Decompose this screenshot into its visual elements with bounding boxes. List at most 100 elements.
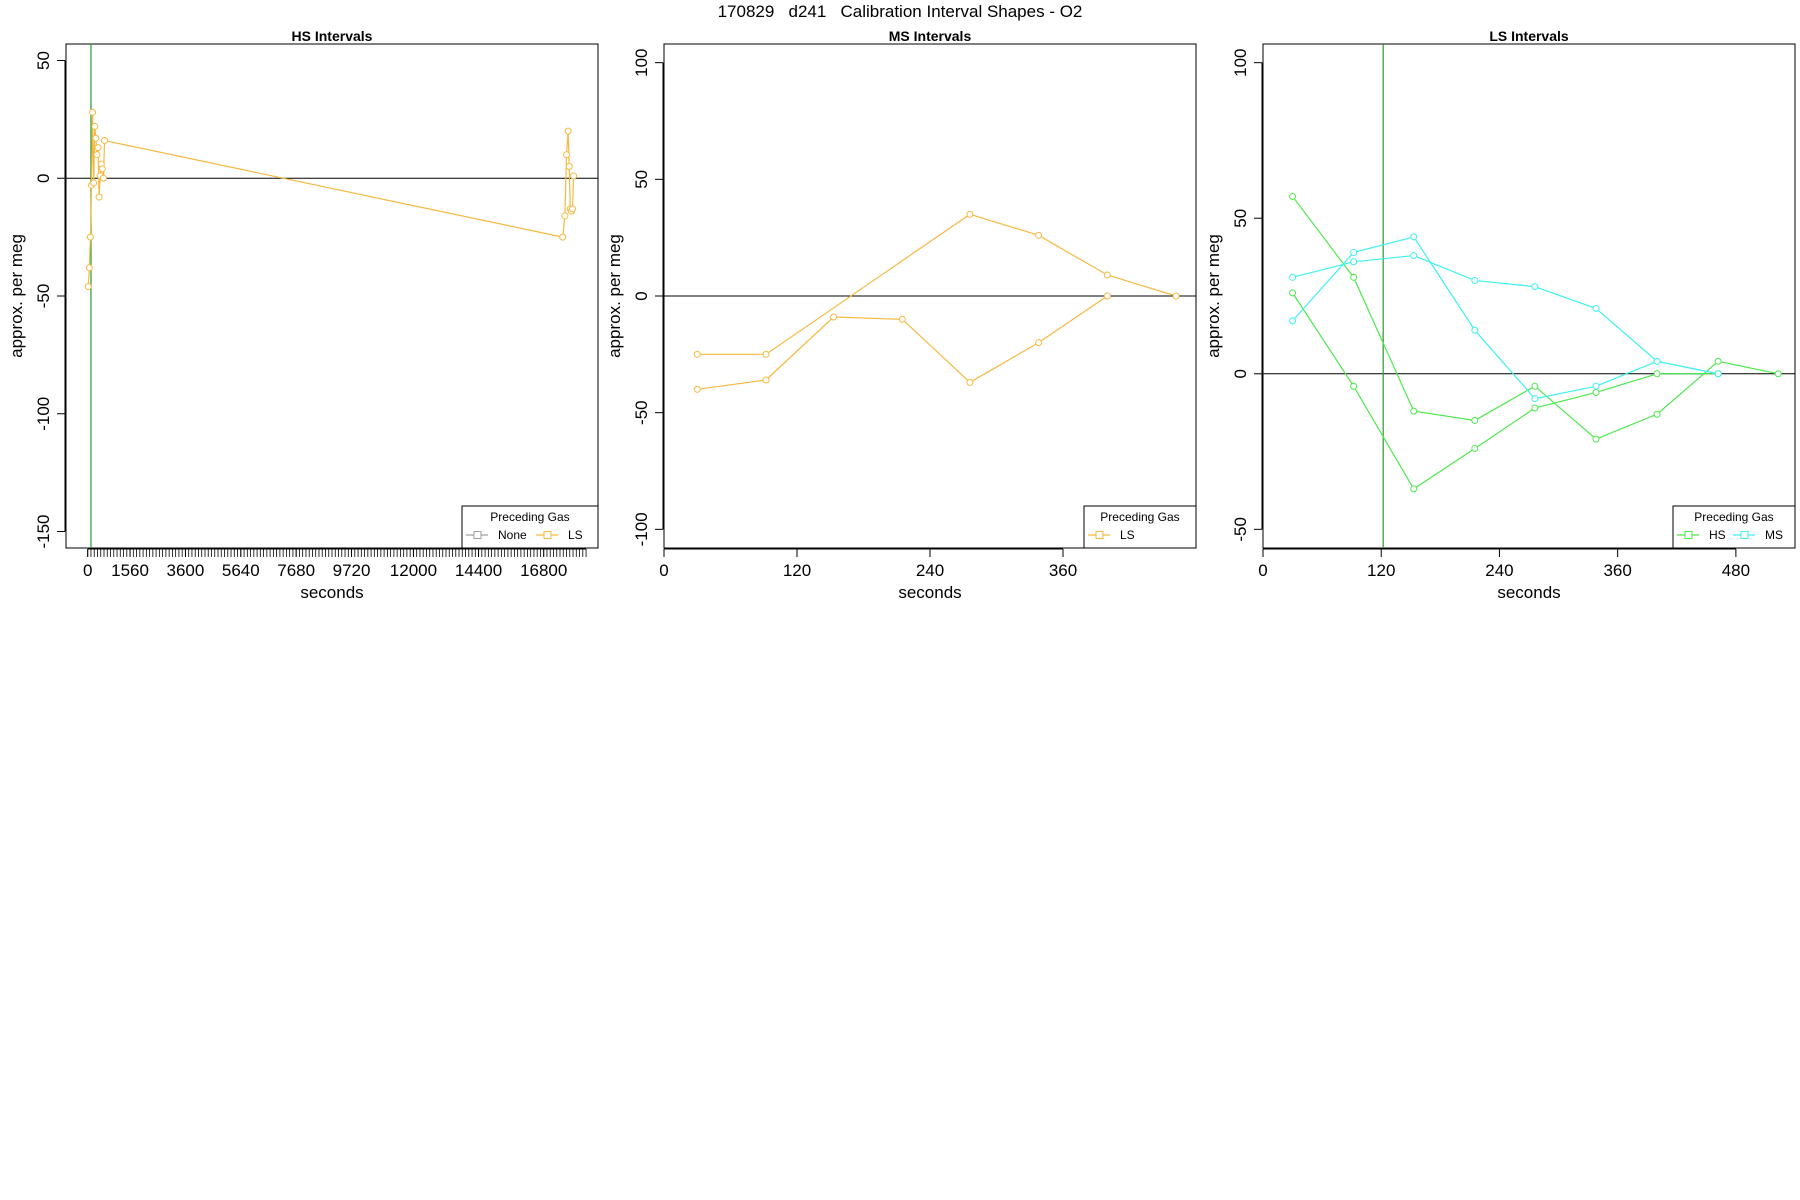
data-point-ms — [1592, 304, 1600, 312]
data-point-ls — [85, 264, 93, 272]
data-point-hs — [1289, 192, 1297, 200]
x-tick-label: 120 — [1367, 561, 1395, 580]
legend-entry-ms: MS — [1765, 528, 1783, 542]
y-tick-label: -150 — [34, 514, 53, 548]
data-point-ls — [1172, 292, 1180, 300]
x-tick-label: 0 — [1258, 561, 1267, 580]
data-point-ls — [91, 122, 99, 130]
data-point-ls — [1103, 271, 1111, 279]
data-point-ms — [1592, 382, 1600, 390]
y-tick-label: -50 — [1231, 517, 1250, 542]
x-tick-label: 480 — [1722, 561, 1750, 580]
panel-title: HS Intervals — [292, 28, 373, 44]
data-point-ms — [1410, 233, 1418, 241]
x-tick-label: 240 — [1485, 561, 1513, 580]
data-point-ls — [966, 210, 974, 218]
y-tick-label: 100 — [632, 48, 651, 76]
y-axis-label: approx. per meg — [7, 234, 26, 358]
legend-entry-hs: HS — [1709, 528, 1726, 542]
data-point-hs — [1531, 382, 1539, 390]
data-point-hs — [1410, 485, 1418, 493]
legend-swatch-marker — [1095, 531, 1104, 539]
data-point-ms — [1350, 248, 1358, 256]
legend-swatch-marker — [543, 531, 552, 539]
y-tick-label: 0 — [632, 291, 651, 300]
legend: Preceding Gas HS MS — [1672, 505, 1796, 549]
x-tick-label: 12000 — [390, 561, 437, 580]
x-tick-label: 7680 — [277, 561, 315, 580]
y-tick-label: 100 — [1231, 48, 1250, 76]
data-point-ls — [95, 193, 103, 201]
data-point-hs — [1714, 357, 1722, 365]
data-point-ls — [559, 233, 567, 241]
data-point-hs — [1410, 407, 1418, 415]
panel-title: LS Intervals — [1489, 28, 1569, 44]
data-point-hs — [1289, 289, 1297, 297]
y-axis-label: approx. per meg — [605, 234, 624, 358]
data-point-ms — [1289, 317, 1297, 325]
data-point-hs — [1471, 444, 1479, 452]
legend: Preceding Gas LS — [1083, 505, 1197, 549]
series-line-ms — [1292, 254, 1719, 375]
x-tick-label: 240 — [916, 561, 944, 580]
x-tick-label: 360 — [1049, 561, 1077, 580]
legend-box — [461, 505, 599, 549]
legend-entry-ls: LS — [1120, 528, 1135, 542]
y-tick-label: 50 — [1231, 209, 1250, 228]
data-point-ls — [568, 205, 576, 213]
legend-box — [1083, 505, 1197, 549]
legend-title: Preceding Gas — [1694, 510, 1773, 524]
panel-2: MS Intervals 0 120 240 360 seconds 100 50 0 -50 -1… — [605, 28, 1197, 602]
data-point-ls — [94, 144, 102, 152]
data-point-ls — [693, 350, 701, 358]
legend-title: Preceding Gas — [490, 510, 569, 524]
x-tick-label: 120 — [783, 561, 811, 580]
panel-title: MS Intervals — [889, 28, 972, 44]
series-group — [1289, 192, 1782, 493]
x-tick-label: 5640 — [222, 561, 260, 580]
x-tick-label: 3600 — [167, 561, 205, 580]
data-point-ls — [565, 162, 573, 170]
legend-swatch-marker — [1684, 531, 1693, 539]
data-point-hs — [1471, 416, 1479, 424]
series-group — [84, 108, 578, 291]
data-point-ls — [98, 165, 106, 173]
data-point-ls — [570, 172, 578, 180]
data-point-ms — [1410, 252, 1418, 260]
data-point-ls — [92, 134, 100, 142]
legend-box — [1672, 505, 1796, 549]
data-point-ms — [1350, 258, 1358, 266]
figure-title: 170829 d241 Calibration Interval Shapes … — [717, 2, 1083, 21]
data-point-ls — [762, 376, 770, 384]
data-point-ms — [1289, 273, 1297, 281]
y-tick-label: 50 — [632, 170, 651, 189]
data-point-ls — [90, 179, 98, 187]
data-point-ls — [564, 127, 572, 135]
plot-frame — [65, 43, 599, 549]
series-line-ms — [1292, 236, 1719, 400]
data-point-hs — [1774, 370, 1782, 378]
y-tick-label: -100 — [34, 397, 53, 431]
legend-title: Preceding Gas — [1100, 510, 1179, 524]
x-tick-label: 9720 — [333, 561, 371, 580]
data-point-ls — [966, 378, 974, 386]
legend-entry-ls: LS — [568, 528, 583, 542]
data-point-ls — [89, 108, 97, 116]
data-point-hs — [1653, 410, 1661, 418]
legend-swatch-marker — [1740, 531, 1749, 539]
y-axis-label: approx. per meg — [1204, 234, 1223, 358]
legend-swatch-marker — [473, 531, 482, 539]
y-tick-label: 0 — [1231, 369, 1250, 378]
data-point-hs — [1592, 435, 1600, 443]
data-point-ms — [1471, 276, 1479, 284]
series-line-hs — [1292, 196, 1779, 440]
x-tick-label: 14400 — [455, 561, 502, 580]
series-line-ls — [87, 112, 575, 287]
panel-3: LS Intervals 0 120 240 360 480 seconds 100 50 0 -5… — [1204, 28, 1796, 602]
data-point-hs — [1350, 382, 1358, 390]
series-line-ls — [697, 295, 1108, 390]
series-line-ls — [697, 213, 1177, 355]
legend-entry-none: None — [498, 528, 527, 542]
y-tick-label: -100 — [632, 512, 651, 546]
x-axis-label: seconds — [898, 583, 961, 602]
